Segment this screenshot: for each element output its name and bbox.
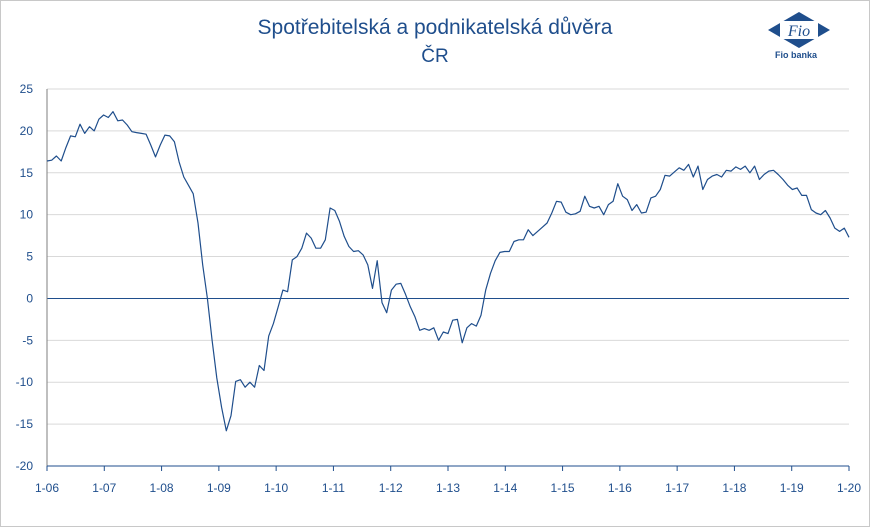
x-tick-label: 1-10 — [264, 481, 288, 495]
chart-subtitle: ČR — [421, 46, 449, 67]
x-tick-label: 1-09 — [207, 481, 231, 495]
x-tick-label: 1-07 — [92, 481, 116, 495]
x-tick-label: 1-17 — [665, 481, 689, 495]
y-tick-label: 25 — [20, 82, 34, 96]
x-tick-label: 1-20 — [837, 481, 861, 495]
x-tick-label: 1-12 — [379, 481, 403, 495]
fio-logo-caption: Fio banka — [774, 50, 817, 60]
x-tick-label: 1-18 — [722, 481, 746, 495]
x-tick-label: 1-19 — [780, 481, 804, 495]
fio-logo: Fio Fio banka — [766, 10, 838, 64]
series-line — [46, 110, 850, 432]
chart-title: Spotřebitelská a podnikatelská důvěra — [257, 16, 613, 39]
fio-logo-icon: Fio — [768, 12, 830, 48]
y-tick-label: -15 — [16, 417, 34, 431]
y-tick-label: 20 — [20, 124, 34, 138]
axis-layer — [46, 89, 850, 471]
x-tick-label: 1-06 — [35, 481, 59, 495]
y-tick-label: 15 — [20, 166, 34, 180]
y-tick-labels: 25 20 15 10 5 0 -5 -10 -15 -20 — [16, 82, 34, 473]
y-tick-label: -20 — [16, 459, 34, 473]
y-tick-label: 5 — [26, 250, 33, 264]
grid-layer — [47, 88, 849, 467]
y-tick-label: -10 — [16, 375, 34, 389]
fio-logo-text: Fio — [787, 23, 810, 40]
x-tick-label: 1-13 — [436, 481, 460, 495]
x-tick-label: 1-15 — [551, 481, 575, 495]
x-tick-label: 1-16 — [608, 481, 632, 495]
x-tick-label: 1-11 — [322, 481, 345, 495]
y-tick-label: 0 — [26, 291, 33, 305]
x-tick-label: 1-08 — [150, 481, 174, 495]
x-tick-label: 1-14 — [493, 481, 517, 495]
y-tick-label: -5 — [22, 333, 33, 347]
y-tick-label: 10 — [20, 208, 34, 222]
series-layer — [46, 110, 850, 432]
x-tick-labels: 1-06 1-07 1-08 1-09 1-10 1-11 1-12 1-13 1-14 1-15… — [35, 481, 861, 495]
